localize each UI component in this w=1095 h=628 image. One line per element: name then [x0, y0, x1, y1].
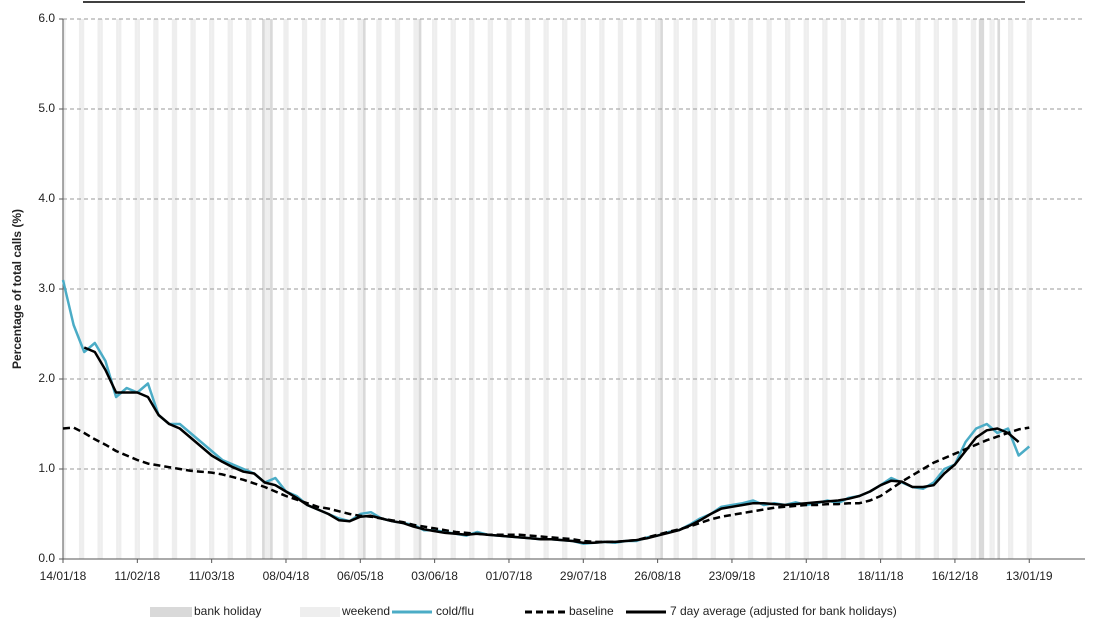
legend-label: bank holiday — [194, 604, 261, 618]
weekend-band — [803, 19, 807, 559]
weekend-band — [487, 19, 491, 559]
weekend-band — [880, 19, 884, 559]
weekend-band — [676, 19, 679, 559]
weekend-band — [394, 19, 398, 559]
weekend-band — [899, 19, 902, 559]
weekend-band — [543, 19, 547, 559]
series-line — [62, 426, 1030, 544]
bank-holiday-band — [262, 19, 265, 559]
x-tick-label: 21/10/18 — [783, 569, 830, 583]
y-tick-label: 3.0 — [38, 281, 55, 295]
x-tick-label: 14/01/18 — [40, 569, 87, 583]
weekend-band — [599, 19, 602, 559]
y-tick-label: 6.0 — [38, 11, 55, 25]
weekend-band — [787, 19, 791, 559]
x-tick-label: 11/02/18 — [114, 569, 160, 583]
weekend-band — [933, 19, 937, 559]
y-tick-label: 1.0 — [38, 461, 55, 475]
legend-swatch — [150, 607, 192, 617]
series-line — [83, 346, 1020, 545]
y-tick-label: 0.0 — [38, 551, 55, 565]
weekend-band — [171, 19, 175, 559]
weekend-band — [453, 19, 456, 559]
weekend-band — [859, 19, 863, 559]
weekend-band — [431, 19, 435, 559]
x-tick-label: 11/03/18 — [189, 569, 235, 583]
weekend-band — [936, 19, 939, 559]
weekend-band — [193, 19, 196, 559]
weekend-band — [564, 19, 568, 559]
x-tick-label: 08/04/18 — [263, 569, 310, 583]
x-tick-label: 01/07/18 — [486, 569, 533, 583]
weekend-band — [248, 19, 252, 559]
y-tick-label: 2.0 — [38, 371, 55, 385]
weekend-band — [360, 19, 363, 559]
weekend-band — [970, 19, 974, 559]
weekend-band — [116, 19, 119, 559]
weekend-band — [416, 19, 419, 559]
weekend-band — [81, 19, 85, 559]
legend-label: cold/flu — [436, 604, 474, 618]
weekend-band — [654, 19, 658, 559]
weekend-band — [710, 19, 714, 559]
weekend-band — [471, 19, 475, 559]
y-tick-label: 5.0 — [38, 101, 55, 115]
weekend-band — [320, 19, 324, 559]
weekend-band — [227, 19, 231, 559]
bank-holiday-band — [997, 19, 1001, 559]
bank-holiday-band — [270, 19, 273, 559]
legend-swatch — [300, 607, 340, 617]
weekend-band — [376, 19, 379, 559]
weekend-band — [877, 19, 881, 559]
x-tick-label: 13/01/19 — [1006, 569, 1053, 583]
weekend-band — [137, 19, 140, 559]
weekend-band — [1026, 19, 1030, 559]
legend-label: weekend — [341, 604, 390, 618]
weekend-band — [508, 19, 512, 559]
weekend-band — [843, 19, 847, 559]
weekend-band — [992, 19, 995, 559]
x-tick-label: 16/12/18 — [932, 569, 979, 583]
weekend-band — [731, 19, 735, 559]
x-tick-label: 29/07/18 — [560, 569, 607, 583]
weekend-band — [339, 19, 342, 559]
legend-label: baseline — [569, 604, 614, 618]
x-tick-label: 03/06/18 — [411, 569, 458, 583]
legend-label: 7 day average (adjusted for bank holiday… — [670, 604, 897, 618]
weekend-band — [822, 19, 825, 559]
weekend-band — [620, 19, 624, 559]
x-tick-label: 18/11/18 — [858, 569, 904, 583]
weekend-band — [397, 19, 401, 559]
y-axis-label: Percentage of total calls (%) — [10, 209, 24, 369]
weekend-band — [304, 19, 308, 559]
y-tick-label: 4.0 — [38, 191, 55, 205]
x-tick-label: 26/08/18 — [634, 569, 681, 583]
weekend-band — [766, 19, 770, 559]
weekend-band — [954, 19, 958, 559]
weekend-band — [283, 19, 286, 559]
x-tick-label: 06/05/18 — [337, 569, 384, 583]
x-tick-label: 23/09/18 — [709, 569, 756, 583]
weekend-band — [915, 19, 918, 559]
